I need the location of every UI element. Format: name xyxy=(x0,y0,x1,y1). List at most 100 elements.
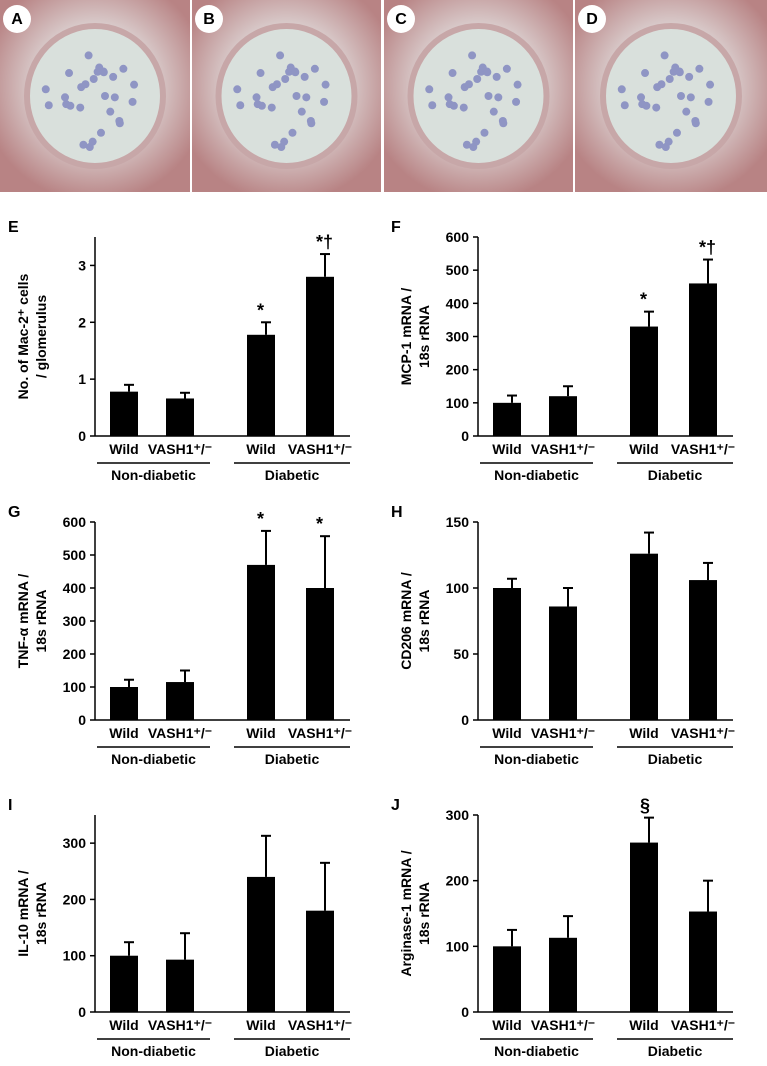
nucleus xyxy=(65,69,74,78)
nucleus xyxy=(236,101,245,110)
x-tick-label: Wild xyxy=(492,1017,521,1033)
nucleus xyxy=(512,97,521,106)
nucleus xyxy=(66,101,75,110)
nucleus xyxy=(704,97,713,106)
nucleus xyxy=(459,103,468,112)
bar xyxy=(110,687,138,720)
panel-badge xyxy=(578,5,606,33)
significance-marker: * xyxy=(316,514,323,534)
x-tick-label: Wild xyxy=(246,725,275,741)
nucleus xyxy=(109,72,118,81)
nucleus xyxy=(257,101,266,110)
nucleus xyxy=(657,80,666,89)
y-tick-label: 200 xyxy=(446,873,470,889)
y-tick-label: 50 xyxy=(453,646,469,662)
nucleus xyxy=(706,80,715,89)
group-label: Diabetic xyxy=(648,751,703,767)
nucleus xyxy=(270,140,279,149)
nucleus xyxy=(96,128,105,137)
nucleus xyxy=(76,103,85,112)
nucleus xyxy=(464,80,473,89)
glomerulus xyxy=(215,23,358,169)
bar xyxy=(306,910,334,1012)
x-tick-label: VASH1⁺/⁻ xyxy=(288,1017,352,1033)
x-tick-label: VASH1⁺/⁻ xyxy=(288,725,352,741)
bar xyxy=(166,682,194,720)
nucleus xyxy=(502,64,511,73)
x-tick-label: VASH1⁺/⁻ xyxy=(148,725,212,741)
y-tick-label: 500 xyxy=(446,262,470,278)
y-axis-label: MCP-1 mRNA / xyxy=(398,288,414,386)
y-tick-label: 0 xyxy=(78,1004,86,1020)
nucleus xyxy=(660,51,669,60)
nucleus xyxy=(252,93,261,102)
nucleus xyxy=(672,128,681,137)
x-tick-label: Wild xyxy=(629,725,658,741)
y-axis-label: / glomerulus xyxy=(33,295,49,378)
micrograph: C xyxy=(384,0,573,192)
nucleus xyxy=(484,92,493,100)
nucleus xyxy=(492,72,501,81)
nucleus xyxy=(449,101,458,110)
nucleus xyxy=(99,68,108,77)
micrograph: A xyxy=(0,0,190,192)
nucleus xyxy=(297,107,306,116)
y-tick-label: 0 xyxy=(461,712,469,728)
y-tick-label: 100 xyxy=(446,395,470,411)
nucleus xyxy=(468,51,477,60)
significance-marker: * xyxy=(257,300,264,320)
y-tick-label: 300 xyxy=(446,329,470,345)
nucleus xyxy=(682,107,691,116)
panel-letter: J xyxy=(391,797,400,814)
y-tick-label: 0 xyxy=(78,712,86,728)
nucleus xyxy=(320,97,329,106)
nucleus xyxy=(110,93,119,102)
group-label: Diabetic xyxy=(265,751,320,767)
nucleus xyxy=(307,119,316,128)
nucleus xyxy=(472,137,481,146)
nucleus xyxy=(310,64,319,73)
y-axis-label: 18s rRNA xyxy=(416,589,432,652)
y-tick-label: 400 xyxy=(63,580,87,596)
bar xyxy=(549,937,577,1012)
x-tick-label: VASH1⁺/⁻ xyxy=(531,725,595,741)
nucleus xyxy=(483,68,492,77)
panel-letter: A xyxy=(11,11,23,28)
x-tick-label: Wild xyxy=(109,1017,138,1033)
group-label: Non-diabetic xyxy=(494,1043,579,1059)
x-tick-label: VASH1⁺/⁻ xyxy=(531,1017,595,1033)
group-label: Diabetic xyxy=(648,467,703,483)
nucleus xyxy=(81,80,90,89)
panel-letter: I xyxy=(8,797,12,814)
group-label: Non-diabetic xyxy=(111,1043,196,1059)
significance-marker: *† xyxy=(316,232,333,252)
bar xyxy=(549,606,577,720)
panel-letter: B xyxy=(203,11,215,28)
x-tick-label: Wild xyxy=(629,441,658,457)
nucleus xyxy=(664,137,673,146)
y-tick-label: 300 xyxy=(446,807,470,823)
nucleus xyxy=(106,107,115,116)
y-tick-label: 400 xyxy=(446,295,470,311)
bar xyxy=(166,398,194,436)
nucleus xyxy=(61,93,70,102)
nucleus xyxy=(494,93,503,102)
panel-letter: E xyxy=(8,219,19,236)
y-tick-label: 1 xyxy=(78,371,86,387)
y-tick-label: 3 xyxy=(78,257,86,273)
x-tick-label: VASH1⁺/⁻ xyxy=(148,441,212,457)
y-tick-label: 150 xyxy=(446,514,470,530)
nucleus xyxy=(513,80,522,89)
y-tick-label: 600 xyxy=(63,514,87,530)
nucleus xyxy=(448,69,457,78)
y-tick-label: 100 xyxy=(63,679,87,695)
y-tick-label: 200 xyxy=(63,891,87,907)
nucleus xyxy=(101,92,109,100)
nucleus xyxy=(652,103,661,112)
y-axis-label: IL-10 mRNA / xyxy=(15,870,31,957)
x-tick-label: VASH1⁺/⁻ xyxy=(148,1017,212,1033)
bar xyxy=(110,391,138,436)
nucleus xyxy=(256,69,265,78)
nucleus xyxy=(44,101,53,110)
